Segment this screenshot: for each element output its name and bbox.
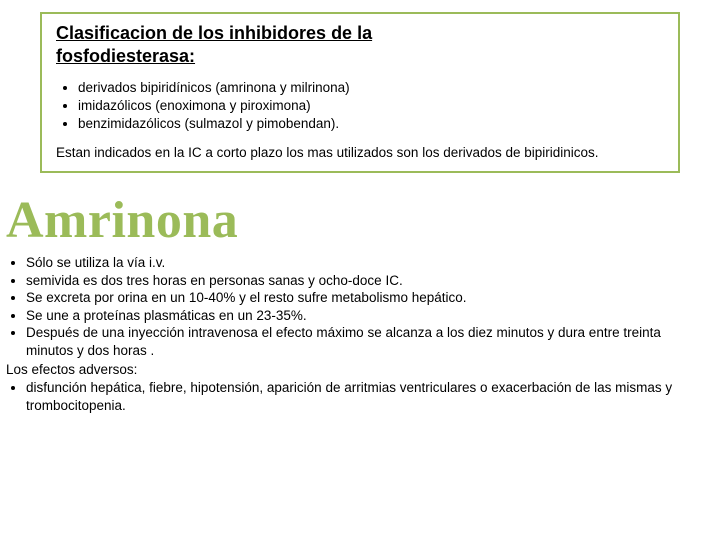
list-item: derivados bipiridínicos (amrinona y milr… <box>78 79 664 97</box>
classification-box: Clasificacion de los inhibidores de la f… <box>40 12 680 173</box>
classification-list: derivados bipiridínicos (amrinona y milr… <box>56 79 664 134</box>
box-title-line2: fosfodiesterasa: <box>56 46 195 66</box>
box-paragraph: Estan indicados en la IC a corto plazo l… <box>56 144 664 162</box>
list-item: Se une a proteínas plasmáticas en un 23-… <box>26 307 710 325</box>
box-title-line1: Clasificacion de los inhibidores de la <box>56 23 372 43</box>
list-item: Se excreta por orina en un 10-40% y el r… <box>26 289 710 307</box>
list-item: Sólo se utiliza la vía i.v. <box>26 254 710 272</box>
amrinona-list: Sólo se utiliza la vía i.v. semivida es … <box>6 254 710 359</box>
list-item: benzimidazólicos (sulmazol y pimobendan)… <box>78 115 664 133</box>
list-item: imidazólicos (enoximona y piroximona) <box>78 97 664 115</box>
section-heading: Amrinona <box>6 191 720 250</box>
adverse-effects-list: disfunción hepática, fiebre, hipotensión… <box>6 379 710 414</box>
list-item: semivida es dos tres horas en personas s… <box>26 272 710 290</box>
box-title: Clasificacion de los inhibidores de la f… <box>56 22 664 67</box>
list-item: disfunción hepática, fiebre, hipotensión… <box>26 379 710 414</box>
adverse-effects-label: Los efectos adversos: <box>6 361 720 379</box>
list-item: Después de una inyección intravenosa el … <box>26 324 710 359</box>
